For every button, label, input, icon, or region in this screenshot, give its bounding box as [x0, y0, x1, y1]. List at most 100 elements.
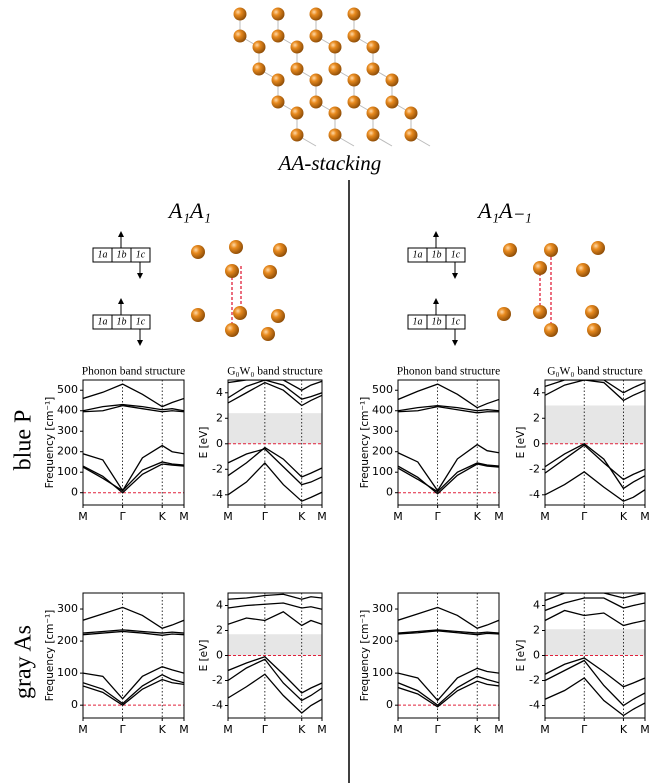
y-axis-label: E [eV] [515, 640, 527, 672]
x-tick-label: Γ [581, 723, 588, 736]
panel-title: G₀W₀ band structure [227, 366, 323, 378]
x-tick-label: M [494, 510, 504, 523]
y-tick-label: 4 [216, 386, 223, 399]
y-tick-label: 0 [533, 649, 540, 662]
y-axis-label: Frequency [cm⁻¹] [44, 397, 56, 489]
arrow-head [433, 231, 439, 237]
plot-area [398, 380, 499, 505]
plot-area [228, 380, 322, 505]
atom [291, 129, 304, 142]
band [83, 384, 184, 407]
x-tick-label: M [223, 723, 233, 736]
y-tick-label: 400 [57, 404, 78, 417]
y-tick-label: 100 [57, 465, 78, 478]
atom [272, 74, 285, 87]
stack-cell-label: 1b [117, 316, 127, 327]
stack-cell-label: 1c [136, 316, 146, 327]
row-label: blue P [11, 410, 37, 471]
plot-area [83, 593, 184, 718]
atom [367, 129, 380, 142]
y-tick-label: 300 [372, 424, 393, 437]
atom [329, 41, 342, 54]
y-tick-label: 2 [533, 411, 540, 424]
y-tick-label: 100 [57, 666, 78, 679]
x-tick-label: Γ [435, 723, 442, 736]
band [228, 612, 322, 626]
band [83, 464, 184, 493]
y-tick-label: 2 [533, 624, 540, 637]
atom [405, 129, 418, 142]
band-gap [228, 413, 322, 444]
arrow-head [137, 273, 143, 279]
figure: AA-stacking A₁A₁ A₁A₋₁ blue P gray As 1a… [0, 0, 660, 783]
arrow-head [137, 340, 143, 346]
y-tick-label: 400 [372, 404, 393, 417]
y-tick-label: 200 [372, 445, 393, 458]
y-tick-label: -2 [529, 462, 540, 475]
atom [272, 30, 285, 43]
band [228, 380, 322, 399]
y-tick-label: 200 [57, 445, 78, 458]
x-tick-label: K [474, 723, 482, 736]
x-tick-label: K [620, 510, 628, 523]
atom [291, 63, 304, 76]
band [398, 384, 499, 408]
arrow-head [433, 298, 439, 304]
band [83, 446, 184, 491]
band [545, 598, 645, 611]
x-tick-label: K [620, 723, 628, 736]
y-tick-label: -2 [529, 674, 540, 687]
x-tick-label: K [474, 510, 482, 523]
column-title: A₁A₋₁ [476, 198, 532, 223]
arrow-head [118, 231, 124, 237]
stack-cell-label: 1b [117, 249, 127, 260]
plot-area [228, 593, 322, 718]
figure-label: AA-stacking [277, 151, 382, 175]
band [398, 676, 499, 705]
atom [386, 74, 399, 87]
column-title: A₁A₁ [167, 198, 211, 223]
plot-area [545, 593, 645, 718]
band-gap [545, 406, 645, 444]
arrow-head [452, 273, 458, 279]
y-tick-label: 100 [372, 465, 393, 478]
y-tick-label: 4 [533, 599, 540, 612]
x-tick-label: Γ [120, 510, 127, 523]
x-tick-label: Γ [581, 510, 588, 523]
y-tick-label: 0 [386, 698, 393, 711]
atom [329, 107, 342, 120]
x-tick-label: Γ [435, 510, 442, 523]
atom [329, 63, 342, 76]
x-tick-label: M [78, 723, 88, 736]
stack-cell-label: 1a [98, 249, 108, 260]
band [228, 463, 322, 501]
band [398, 681, 499, 707]
atom [234, 8, 247, 21]
stack-cell-label: 1c [451, 316, 461, 327]
structure-right [497, 241, 605, 337]
band [545, 593, 645, 601]
atom [310, 96, 323, 109]
panel: MΓKM-4-2024G₀W₀ band structureE [eV] [515, 366, 650, 523]
band [83, 680, 184, 706]
y-tick-label: -4 [212, 488, 223, 501]
panel: MΓKM0100200300400500Phonon band structur… [44, 366, 189, 523]
band [398, 464, 499, 494]
stack-cell-label: 1c [451, 249, 461, 260]
frame [398, 380, 499, 505]
x-tick-label: M [540, 510, 550, 523]
y-axis-label: Frequency [cm⁻¹] [359, 610, 371, 702]
atom [367, 41, 380, 54]
band [545, 611, 645, 626]
stack-cell-label: 1b [432, 249, 442, 260]
y-tick-label: 4 [216, 599, 223, 612]
band [398, 463, 499, 492]
atom [310, 8, 323, 21]
stack-cell-label: 1a [98, 316, 108, 327]
band [545, 445, 645, 479]
stack-cell-label: 1c [136, 249, 146, 260]
band [545, 444, 645, 489]
y-tick-label: 200 [57, 634, 78, 647]
